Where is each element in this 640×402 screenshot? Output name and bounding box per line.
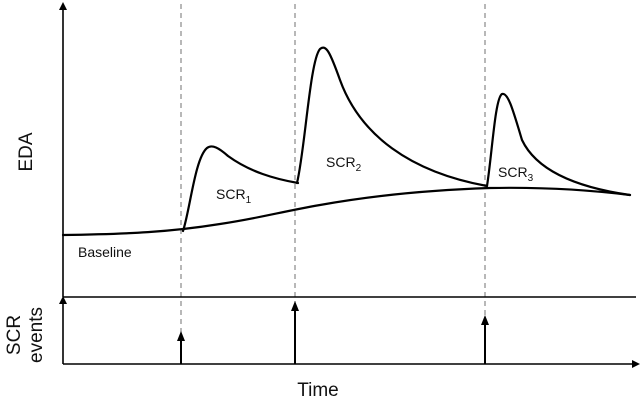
scr3-label-base: SCR <box>498 164 528 180</box>
scr-events-label-line2: events <box>26 307 47 363</box>
eda-axis-label: EDA <box>16 132 37 171</box>
scr2-label-base: SCR <box>326 154 356 170</box>
scr1-label-sub: 1 <box>246 195 252 206</box>
scr3-label: SCR3 <box>498 164 534 184</box>
time-axis-label: Time <box>297 380 339 401</box>
scr3-label-sub: 3 <box>528 173 534 184</box>
scr2-label: SCR2 <box>326 154 362 174</box>
scr-events-label-line1: SCR <box>4 315 25 355</box>
scr2-label-sub: 2 <box>356 163 362 174</box>
baseline-label: Baseline <box>78 244 132 260</box>
scr1-label: SCR1 <box>216 186 252 206</box>
scr1-label-base: SCR <box>216 186 246 202</box>
baseline-curve <box>61 186 632 237</box>
scr3-curve <box>485 92 632 197</box>
scr1-curve <box>181 145 300 233</box>
scr2-curve <box>295 46 489 188</box>
